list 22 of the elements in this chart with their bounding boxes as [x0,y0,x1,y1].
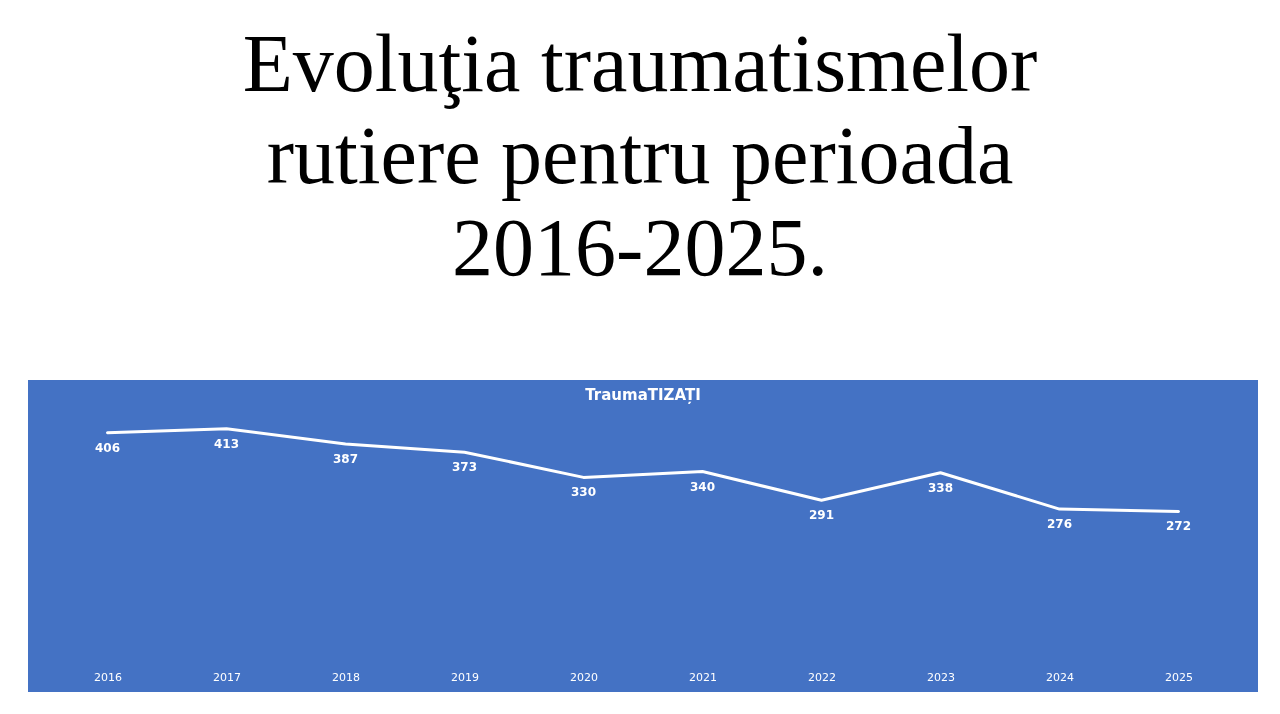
x-tick-label: 2018 [332,670,360,684]
data-label: 340 [689,479,716,494]
chart-title: Evoluţia traumatismelor rutiere pentru perioada 2016-2025. [241,18,1039,295]
x-tick-label: 2016 [94,670,122,684]
x-tick-label: 2023 [927,670,955,684]
x-tick-label: 2022 [808,670,836,684]
x-tick-label: 2020 [570,670,598,684]
data-label: 413 [213,436,240,451]
chart-subtitle: TraumaTIZAȚI [585,386,701,404]
data-label: 276 [1046,517,1073,532]
x-tick-label: 2021 [689,670,717,684]
data-label: 406 [94,440,121,455]
x-tick-label: 2017 [213,670,241,684]
data-label: 330 [570,485,597,500]
data-label: 338 [927,480,954,495]
x-tick-label: 2019 [451,670,479,684]
data-label: 272 [1165,519,1192,534]
x-tick-label: 2024 [1046,670,1074,684]
x-tick-label: 2025 [1165,670,1193,684]
data-label: 387 [332,451,359,466]
data-label: 373 [451,460,478,475]
data-label: 291 [808,508,835,523]
